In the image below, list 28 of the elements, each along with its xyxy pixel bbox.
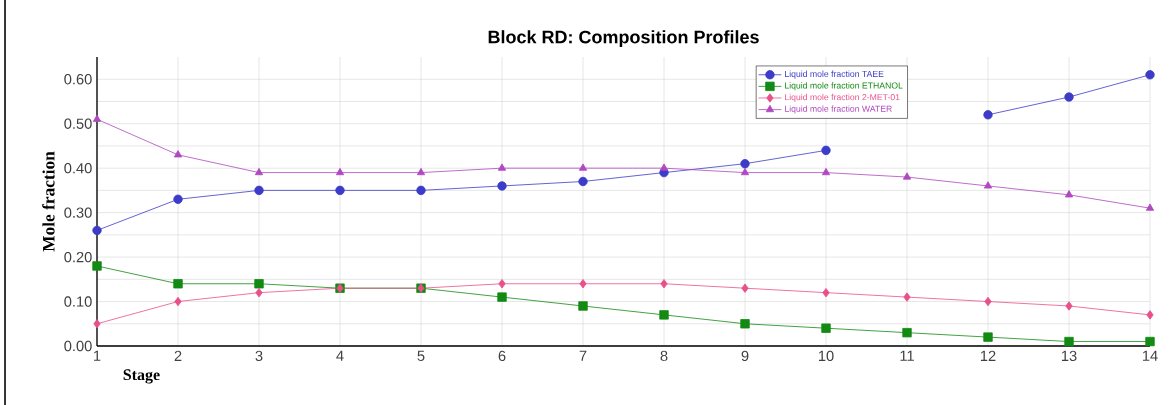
x-tick-label: 12 — [980, 350, 996, 361]
x-tick-label: 13 — [1061, 350, 1077, 362]
legend-label: Liquid mole fraction ETHANOL — [785, 82, 903, 91]
y-axis-title: Mole fraction — [42, 151, 55, 252]
legend-label: Liquid mole fraction WATER — [785, 105, 892, 114]
y-tick-label: 0.50 — [64, 118, 92, 129]
chart-title: Block RD: Composition Profiles — [488, 30, 759, 47]
x-tick-label: 4 — [336, 350, 344, 361]
y-tick-label: 0.20 — [64, 251, 92, 263]
x-tick-label: 3 — [255, 350, 263, 362]
y-tick-label: 0.10 — [64, 296, 92, 307]
legend-label: Liquid mole fraction 2-MET-01 — [785, 93, 900, 102]
y-tick-label: 0.30 — [64, 207, 92, 218]
x-tick-label: 11 — [900, 350, 914, 361]
x-tick-label: 8 — [660, 350, 668, 362]
y-tick-label: 0.40 — [64, 162, 92, 174]
x-tick-label: 6 — [498, 350, 506, 362]
legend-label: Liquid mole fraction TAEE — [785, 70, 884, 79]
x-tick-label: 10 — [818, 350, 834, 362]
x-tick-label: 7 — [579, 350, 587, 361]
y-tick-label: 0.00 — [64, 340, 92, 352]
x-tick-label: 9 — [741, 350, 749, 362]
x-tick-label: 1 — [94, 350, 101, 361]
x-axis-title: Stage — [123, 369, 160, 384]
x-tick-label: 2 — [174, 350, 182, 361]
x-tick-label: 5 — [417, 350, 425, 361]
y-tick-label: 0.60 — [64, 74, 92, 85]
x-tick-label: 14 — [1142, 350, 1158, 361]
